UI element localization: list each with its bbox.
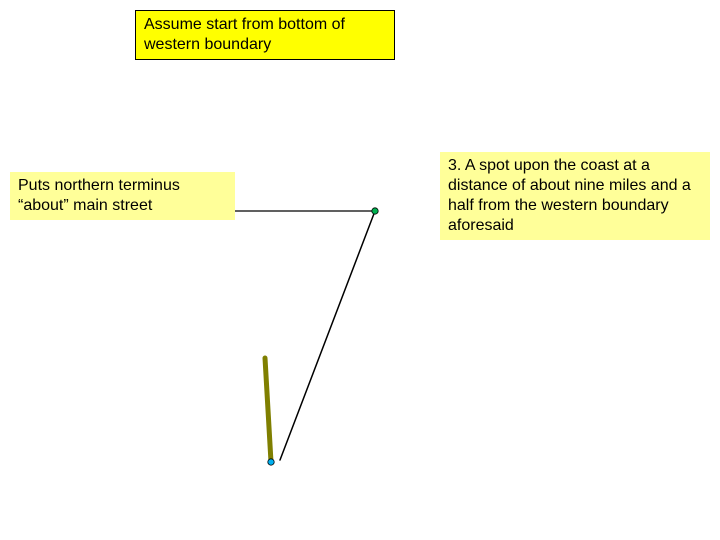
- caption-top: Assume start from bottom of western boun…: [135, 10, 395, 60]
- point-1: [268, 459, 274, 465]
- line-2: [265, 358, 271, 462]
- line-1: [280, 211, 375, 460]
- diagram-svg: [0, 0, 720, 540]
- caption-right: 3. A spot upon the coast at a distance o…: [440, 152, 710, 240]
- point-0: [372, 208, 378, 214]
- diagram-canvas: { "boxes": { "top": { "text": "Assume st…: [0, 0, 720, 540]
- caption-left: Puts northern terminus “about” main stre…: [10, 172, 235, 220]
